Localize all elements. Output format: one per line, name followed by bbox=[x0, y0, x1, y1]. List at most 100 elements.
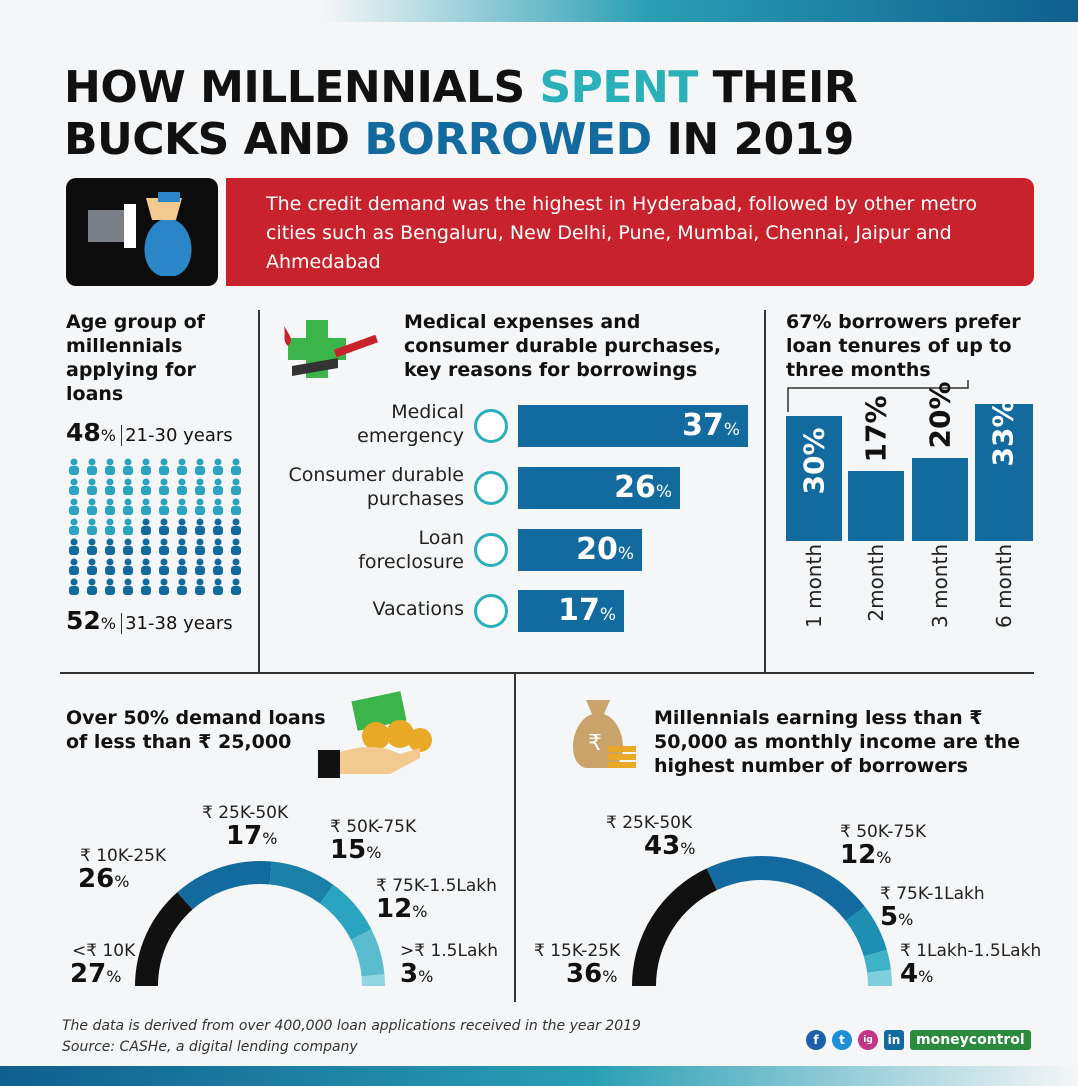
loan-segment-arc bbox=[319, 884, 372, 940]
loan-seg-label: ₹ 75K-1.5Lakh bbox=[376, 876, 497, 896]
person-icon bbox=[105, 478, 115, 495]
person-icon bbox=[141, 478, 151, 495]
income-seg-label: ₹ 15K-25K bbox=[534, 941, 621, 961]
person-icon bbox=[123, 518, 133, 535]
person-icon bbox=[123, 578, 133, 595]
person-icon bbox=[177, 518, 187, 535]
loan-amount-chart bbox=[135, 861, 385, 986]
tenure-bar-3-month bbox=[912, 458, 968, 541]
person-icon bbox=[105, 538, 115, 555]
income-heading: Millennials earning less than ₹ 50,000 a… bbox=[654, 707, 1021, 777]
loan-segment-arc bbox=[361, 974, 385, 986]
person-icon bbox=[195, 518, 205, 535]
person-icon bbox=[231, 558, 241, 575]
reason-label-foreclosure: Loan foreclosure bbox=[358, 527, 464, 573]
person-icon bbox=[195, 558, 205, 575]
person-icon bbox=[213, 518, 223, 535]
person-icon bbox=[177, 538, 187, 555]
person-icon bbox=[69, 458, 79, 475]
person-icon bbox=[213, 578, 223, 595]
income-seg-value: 36% bbox=[566, 959, 618, 989]
person-icon bbox=[123, 558, 133, 575]
person-icon bbox=[87, 558, 97, 575]
person-icon bbox=[123, 538, 133, 555]
income-segment-arc bbox=[867, 969, 892, 986]
person-icon bbox=[231, 518, 241, 535]
person-icon bbox=[69, 578, 79, 595]
divider bbox=[514, 672, 516, 1002]
person-icon bbox=[87, 458, 97, 475]
person-icon bbox=[159, 498, 169, 515]
reason-label-consumer: Consumer durable purchases bbox=[288, 464, 464, 510]
person-icon bbox=[87, 518, 97, 535]
reason-label-medical: Medical emergency bbox=[357, 401, 464, 447]
income-seg-value: 4% bbox=[900, 959, 934, 989]
reason-label-vacations: Vacations bbox=[372, 598, 464, 620]
hand-coin-icon bbox=[474, 533, 508, 567]
person-icon bbox=[195, 578, 205, 595]
divider bbox=[60, 672, 1034, 674]
money-bag-hand-icon bbox=[66, 178, 218, 286]
loan-seg-value: 12% bbox=[376, 894, 428, 924]
loan-segment-arc bbox=[350, 929, 385, 977]
tenure-value-3: 20% bbox=[923, 381, 957, 449]
person-icon bbox=[141, 538, 151, 555]
income-segment-arc bbox=[706, 856, 865, 922]
person-icon bbox=[159, 518, 169, 535]
person-icon bbox=[195, 478, 205, 495]
loan-seg-label: ₹ 50K-75K bbox=[330, 817, 417, 837]
person-icon bbox=[177, 578, 187, 595]
person-icon bbox=[159, 558, 169, 575]
person-icon bbox=[69, 558, 79, 575]
svg-text:₹: ₹ bbox=[588, 731, 602, 756]
loan-seg-label: >₹ 1.5Lakh bbox=[400, 941, 499, 961]
tenure-label-4: 6 month bbox=[992, 544, 1016, 628]
instagram-icon[interactable]: ig bbox=[858, 1030, 878, 1050]
person-icon bbox=[231, 578, 241, 595]
age-heading: Age group of millennials applying for lo… bbox=[66, 311, 205, 405]
income-segment-arc bbox=[632, 868, 717, 986]
loan-seg-value: 27% bbox=[70, 959, 122, 989]
income-seg-value: 12% bbox=[840, 840, 892, 870]
divider bbox=[258, 310, 260, 672]
tenure-heading: 67% borrowers prefer loan tenures of up … bbox=[786, 311, 1021, 381]
linkedin-icon[interactable]: in bbox=[884, 1030, 904, 1050]
tenure-bar-6-month bbox=[975, 404, 1033, 541]
person-icon bbox=[141, 558, 151, 575]
loan-seg-label: ₹ 25K-50K bbox=[202, 803, 289, 823]
person-icon bbox=[123, 498, 133, 515]
person-icon bbox=[87, 538, 97, 555]
person-icon bbox=[231, 538, 241, 555]
person-icon bbox=[177, 478, 187, 495]
person-icon bbox=[87, 578, 97, 595]
loan-segment-arc bbox=[135, 892, 193, 986]
person-icon bbox=[159, 538, 169, 555]
person-icon bbox=[213, 458, 223, 475]
person-icon bbox=[213, 558, 223, 575]
loan-seg-value: 3% bbox=[400, 959, 434, 989]
income-seg-label: ₹ 25K-50K bbox=[606, 813, 693, 833]
facebook-icon[interactable]: f bbox=[806, 1030, 826, 1050]
globe-camera-icon bbox=[474, 594, 508, 628]
tenure-label-2: 2month bbox=[864, 544, 888, 622]
person-icon bbox=[123, 458, 133, 475]
twitter-icon[interactable]: t bbox=[832, 1030, 852, 1050]
page-title: HOW MILLENNIALS SPENT THEIR BUCKS AND BO… bbox=[64, 62, 858, 165]
income-segment-arc bbox=[845, 906, 887, 957]
loan-segment-arc bbox=[177, 861, 272, 910]
footer-note: The data is derived from over 400,000 lo… bbox=[62, 1018, 641, 1055]
moneycontrol-logo: moneycontrol bbox=[910, 1030, 1031, 1050]
person-icon bbox=[213, 538, 223, 555]
bottom-decor-band bbox=[0, 1066, 1078, 1086]
tenure-value-2: 17% bbox=[859, 395, 893, 463]
age-group-2: 52% 31-38 years bbox=[66, 606, 233, 635]
reason-bar-consumer: 26% bbox=[518, 467, 680, 509]
person-icon bbox=[105, 518, 115, 535]
person-icon bbox=[69, 498, 79, 515]
age-group-1: 48% 21-30 years bbox=[66, 418, 233, 447]
person-icon bbox=[231, 498, 241, 515]
tenure-label-3: 3 month bbox=[928, 544, 952, 628]
loan-seg-value: 15% bbox=[330, 835, 382, 865]
loan-seg-label: <₹ 10K bbox=[72, 941, 136, 961]
washing-machine-icon bbox=[474, 471, 508, 505]
